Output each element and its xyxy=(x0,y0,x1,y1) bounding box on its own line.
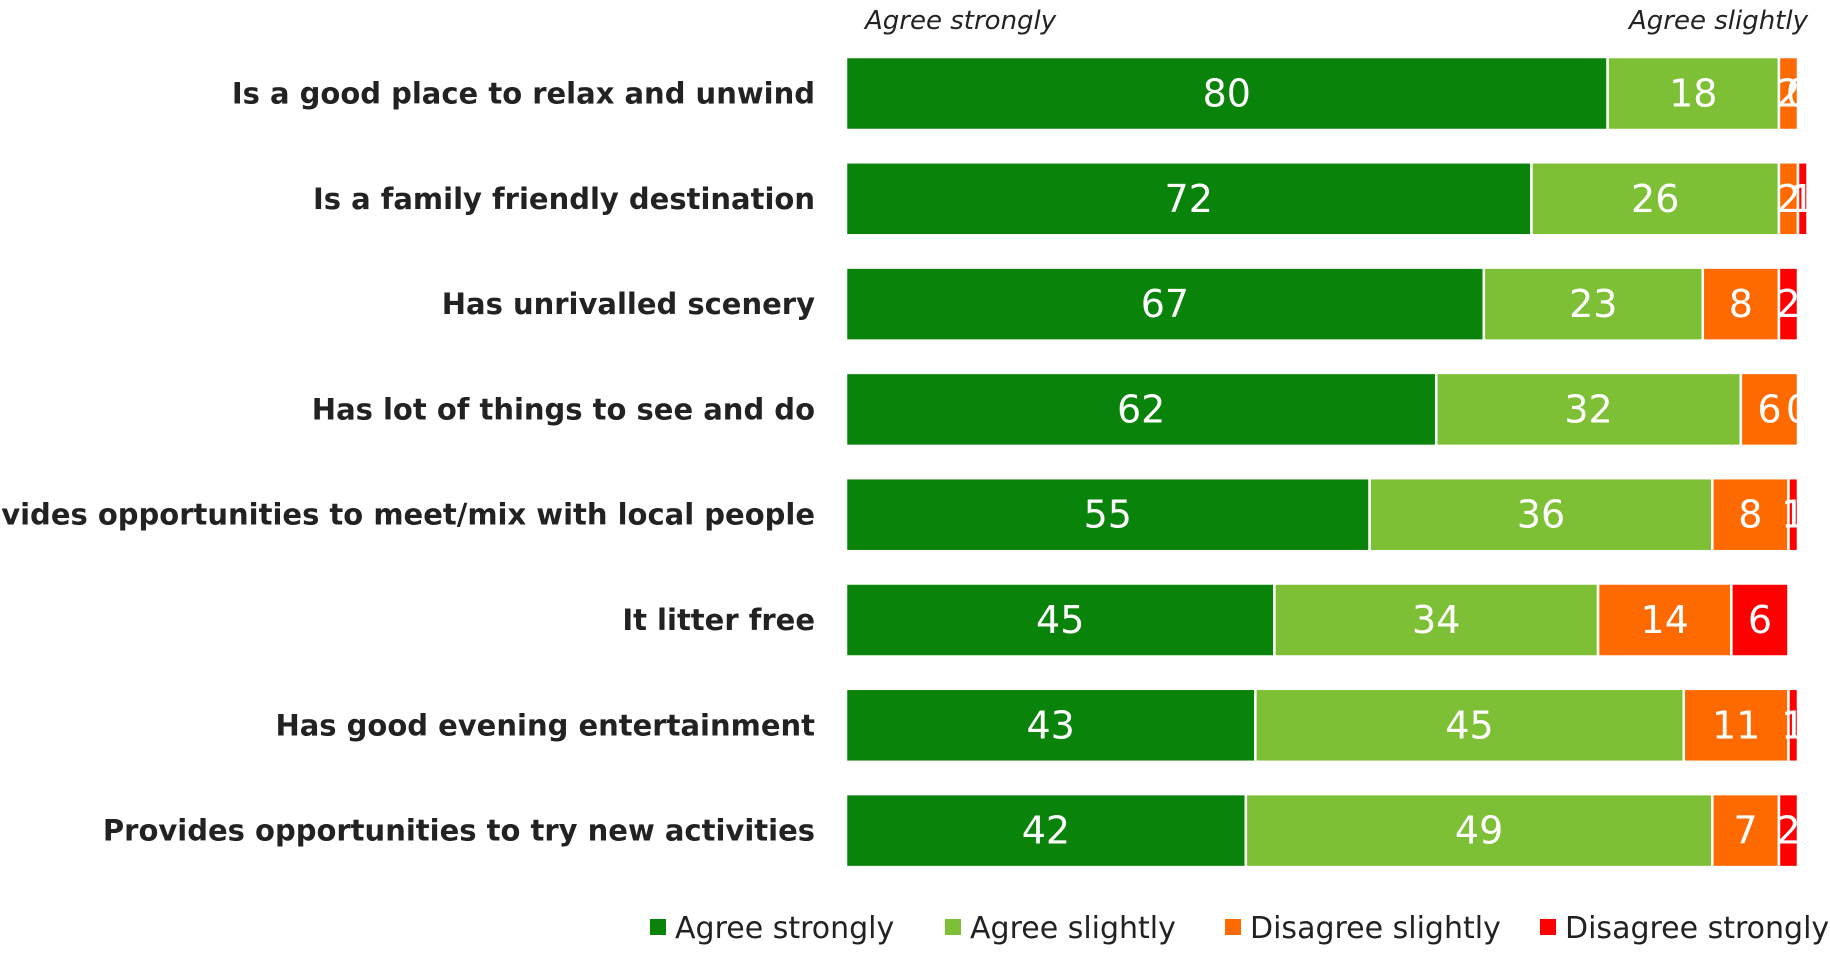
value-label-disagree-strongly: 1 xyxy=(1781,703,1805,747)
value-label-agree-strongly: 45 xyxy=(1036,598,1084,642)
bar-disagree-slightly xyxy=(1777,55,1800,132)
bar-agree-slightly xyxy=(1273,582,1600,658)
legend-swatch-disagree-strongly xyxy=(1540,919,1556,935)
value-label-disagree-strongly: 1 xyxy=(1791,177,1815,221)
bar-agree-slightly xyxy=(1434,371,1743,448)
value-label-agree-slightly: 34 xyxy=(1412,598,1460,642)
category-label: Has lot of things to see and do xyxy=(312,392,815,426)
value-label-disagree-slightly: 8 xyxy=(1738,493,1762,537)
legend-swatch-disagree-slightly xyxy=(1225,919,1241,935)
value-label-agree-strongly: 55 xyxy=(1084,493,1132,537)
category-label: Is a good place to relax and unwind xyxy=(232,77,815,111)
header-agree-strongly: Agree strongly xyxy=(863,6,1057,36)
bar-disagree-strongly xyxy=(1796,161,1809,237)
bar-disagree-slightly xyxy=(1711,792,1781,869)
value-label-disagree-slightly: 6 xyxy=(1757,387,1781,431)
value-label-agree-slightly: 23 xyxy=(1569,282,1617,326)
value-label-agree-strongly: 43 xyxy=(1027,703,1075,747)
bar-disagree-slightly xyxy=(1711,476,1790,553)
value-label-agree-strongly: 67 xyxy=(1141,282,1189,326)
bar-disagree-strongly xyxy=(1777,792,1800,869)
legend-label-agree-slightly: Agree slightly xyxy=(970,911,1176,946)
value-label-agree-slightly: 26 xyxy=(1631,177,1679,221)
value-label-disagree-slightly: 11 xyxy=(1712,703,1760,747)
bar-disagree-slightly xyxy=(1739,371,1800,448)
bar-disagree-strongly xyxy=(1787,687,1800,764)
value-label-disagree-strongly: 0 xyxy=(1786,72,1810,116)
bar-agree-strongly xyxy=(844,792,1248,869)
legend: Agree strongly Agree slightly Disagree sli… xyxy=(650,911,1829,946)
bar-agree-slightly xyxy=(1368,476,1714,553)
legend-swatch-agree-strongly xyxy=(650,919,666,935)
value-label-agree-strongly: 62 xyxy=(1117,387,1165,431)
bar-agree-slightly xyxy=(1606,55,1781,132)
category-label: Is a family friendly destination xyxy=(313,182,815,216)
bar-agree-slightly xyxy=(1482,266,1705,342)
column-headers: Agree strongly Agree slightly xyxy=(863,6,1809,36)
value-label-agree-strongly: 42 xyxy=(1022,809,1070,853)
category-label: Has good evening entertainment xyxy=(275,708,815,742)
bar-segments xyxy=(844,55,1809,869)
bar-disagree-strongly xyxy=(1730,582,1790,658)
category-label: It litter free xyxy=(622,603,815,637)
bar-disagree-strongly xyxy=(1777,266,1800,342)
header-agree-slightly: Agree slightly xyxy=(1627,6,1809,36)
value-label-disagree-strongly: 2 xyxy=(1776,282,1800,326)
bar-agree-strongly xyxy=(844,266,1486,342)
value-label-disagree-strongly: 1 xyxy=(1781,493,1805,537)
bar-agree-slightly xyxy=(1254,687,1686,764)
value-label-disagree-strongly: 2 xyxy=(1776,809,1800,853)
legend-swatch-agree-slightly xyxy=(945,919,961,935)
value-label-disagree-strongly: 6 xyxy=(1748,598,1772,642)
value-label-agree-slightly: 18 xyxy=(1669,72,1717,116)
category-label: Provides opportunities to try new activi… xyxy=(103,814,815,848)
value-label-agree-slightly: 49 xyxy=(1455,809,1503,853)
bar-agree-strongly xyxy=(844,687,1257,764)
value-label-disagree-strongly: 0 xyxy=(1786,387,1810,431)
legend-label-disagree-strongly: Disagree strongly xyxy=(1565,911,1829,946)
bar-disagree-slightly xyxy=(1596,582,1733,658)
legend-label-disagree-slightly: Disagree slightly xyxy=(1250,911,1501,946)
category-labels: Is a good place to relax and unwind Is a … xyxy=(0,77,815,848)
value-label-disagree-slightly: 2 xyxy=(1776,72,1800,116)
bar-disagree-slightly xyxy=(1701,266,1781,342)
bar-agree-strongly xyxy=(844,55,1609,132)
value-label-agree-slightly: 32 xyxy=(1564,387,1612,431)
legend-label-agree-strongly: Agree strongly xyxy=(675,911,894,946)
value-label-agree-strongly: 80 xyxy=(1203,72,1251,116)
value-label-disagree-slightly: 7 xyxy=(1734,809,1758,853)
bar-agree-strongly xyxy=(844,161,1533,237)
bar-disagree-strongly xyxy=(1787,476,1800,553)
bar-agree-slightly xyxy=(1530,161,1781,237)
category-label: Provides opportunities to meet/mix with … xyxy=(0,498,815,532)
value-label-disagree-slightly: 8 xyxy=(1729,282,1753,326)
bar-agree-strongly xyxy=(844,371,1438,448)
value-label-agree-strongly: 72 xyxy=(1165,177,1213,221)
category-label: Has unrivalled scenery xyxy=(442,287,815,321)
value-label-disagree-slightly: 14 xyxy=(1641,598,1689,642)
bar-agree-strongly xyxy=(844,582,1276,658)
value-label-agree-slightly: 45 xyxy=(1445,703,1493,747)
value-label-agree-slightly: 36 xyxy=(1517,493,1565,537)
value-label-disagree-slightly: 2 xyxy=(1776,177,1800,221)
